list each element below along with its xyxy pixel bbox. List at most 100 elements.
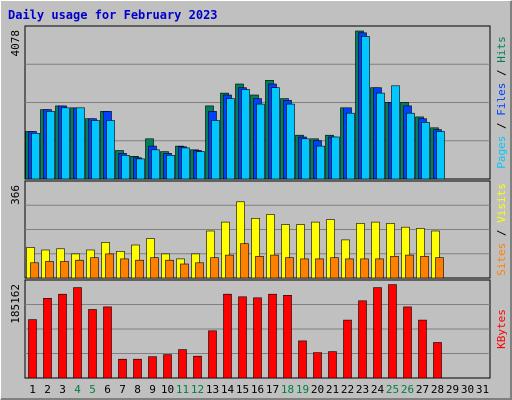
x-tick-label: 7 (119, 383, 126, 396)
sites-bar (75, 259, 84, 279)
x-tick-label: 21 (326, 383, 339, 396)
legend-visits: Visits (495, 183, 508, 223)
sites-bar (285, 257, 294, 279)
sites-bar (165, 259, 174, 279)
legend-separator: / (495, 63, 508, 83)
panels: 4078 Pages / Files / Hits 366 Sites / Visit… (9, 25, 508, 379)
panel-bottom-legend: KBytes (495, 309, 508, 349)
pages-bar (136, 158, 145, 180)
x-tick-label: 6 (104, 383, 111, 396)
x-tick-label: 30 (461, 383, 474, 396)
sites-bar (90, 257, 99, 279)
x-tick-label: 24 (371, 383, 385, 396)
x-tick-label: 2 (44, 383, 51, 396)
sites-bar (390, 256, 399, 279)
pages-bar (256, 103, 265, 180)
pages-bar (196, 151, 205, 180)
sites-bar (135, 259, 144, 279)
sites-bar (60, 261, 69, 279)
kbytes-bar (58, 293, 67, 379)
x-tick-label: 9 (149, 383, 156, 396)
kbytes-bar (148, 356, 157, 379)
kbytes-bar (208, 330, 217, 379)
sites-bar (180, 263, 189, 279)
pages-bar (346, 112, 355, 180)
kbytes-bar (163, 354, 172, 379)
x-tick-label: 12 (191, 383, 204, 396)
legend-hits: Hits (495, 36, 508, 63)
kbytes-bar (343, 319, 352, 379)
pages-bar (376, 92, 385, 180)
x-tick-label: 19 (296, 383, 309, 396)
kbytes-bar (358, 300, 367, 379)
panel-top: 4078 Pages / Files / Hits (9, 25, 508, 180)
x-tick-label: 15 (236, 383, 249, 396)
pages-bar (286, 103, 295, 180)
pages-bar (76, 107, 85, 180)
kbytes-bar (328, 351, 337, 379)
panel-middle-axis-max: 366 (9, 185, 22, 205)
sites-bar (150, 257, 159, 279)
sites-bar (405, 254, 414, 279)
kbytes-bar (403, 306, 412, 379)
x-tick-label: 13 (206, 383, 219, 396)
panel-middle: 366 Sites / Visits (9, 180, 508, 279)
legend-files: Files (495, 83, 508, 116)
pages-bar (331, 136, 340, 180)
x-tick-label: 23 (356, 383, 369, 396)
kbytes-bar (118, 358, 127, 379)
sites-bar (195, 262, 204, 279)
kbytes-bar (43, 297, 52, 379)
kbytes-bar (433, 342, 442, 379)
kbytes-bar (283, 294, 292, 379)
kbytes-bar (28, 319, 37, 379)
pages-bar (121, 155, 130, 180)
pages-bar (61, 107, 70, 180)
sites-bar (270, 254, 279, 279)
x-tick-label: 31 (476, 383, 489, 396)
kbytes-bar (268, 293, 277, 379)
legend-separator: / (495, 116, 508, 136)
x-tick-label: 1 (29, 383, 36, 396)
kbytes-bar (238, 296, 247, 379)
sites-bar (345, 258, 354, 279)
kbytes-bar (313, 352, 322, 379)
pages-bar (361, 36, 370, 180)
sites-bar (300, 258, 309, 279)
pages-bar (301, 138, 310, 180)
pages-bar (106, 120, 115, 180)
x-tick-label: 25 (386, 383, 399, 396)
sites-bar (375, 258, 384, 279)
x-tick-label: 22 (341, 383, 354, 396)
x-tick-label: 17 (266, 383, 279, 396)
x-tick-label: 14 (221, 383, 235, 396)
sites-bar (105, 253, 114, 279)
pages-bar (391, 85, 400, 180)
pages-bar (226, 98, 235, 180)
legend-sites: Sites (495, 243, 508, 276)
sites-bar (30, 262, 39, 279)
x-tick-label: 16 (251, 383, 264, 396)
sites-bar (315, 258, 324, 279)
kbytes-bar (193, 355, 202, 379)
pages-bar (166, 155, 175, 180)
panel-top-axis-max: 4078 (9, 30, 22, 57)
sites-bar (210, 257, 219, 279)
x-tick-label: 27 (416, 383, 429, 396)
kbytes-bar (373, 287, 382, 379)
pages-bar (406, 112, 415, 180)
sites-bar (120, 258, 129, 279)
x-tick-label: 11 (176, 383, 189, 396)
pages-bar (211, 120, 220, 180)
chart-title: Daily usage for February 2023 (8, 8, 218, 22)
panel-bottom: 185162 KBytes (9, 279, 508, 379)
x-axis-labels: 1 2 3 4 5 6 7 8 9 10 11 12 13 14 15 16 17 18 19 20 21 22 23 24 2… (29, 383, 489, 396)
kbytes-bar (133, 358, 142, 379)
legend-kbytes: KBytes (495, 309, 508, 349)
kbytes-bar (298, 340, 307, 379)
x-tick-label: 5 (89, 383, 96, 396)
pages-bar (271, 87, 280, 180)
legend-separator: / (495, 223, 508, 243)
pages-bar (421, 122, 430, 180)
